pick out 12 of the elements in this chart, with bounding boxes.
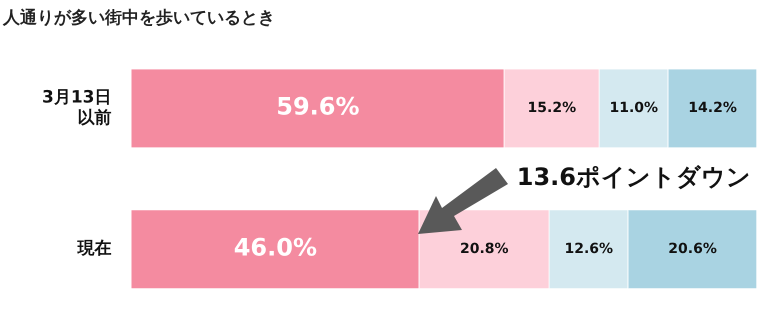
data-label: 12.6% — [564, 240, 614, 257]
annotation: 13.6ポイントダウン — [516, 163, 751, 192]
chart-title: 人通りが多い街中を歩いているとき — [3, 7, 275, 29]
data-label: 20.8% — [460, 240, 509, 257]
data-label: 46.0% — [234, 233, 317, 262]
data-label: 15.2% — [528, 100, 576, 116]
data-label: 20.6% — [668, 240, 717, 257]
data-label: 59.6% — [276, 92, 360, 121]
data-label: 14.2% — [688, 100, 737, 116]
y-tick-label: 3月13日以前 — [42, 88, 112, 128]
data-label: 11.0% — [609, 100, 658, 116]
y-tick-label: 現在 — [76, 238, 112, 259]
